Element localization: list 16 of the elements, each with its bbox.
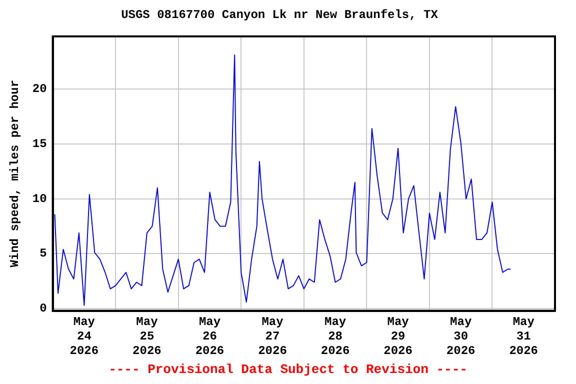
x-tick-label: May 29 2026 [384,315,412,358]
text: ---- Provisional Data Subject to Revision ---- [108,362,468,377]
x-tick-label: May 30 2026 [446,315,476,358]
x-tick-label: May 26 2026 [195,315,224,358]
x-tick-label: May 25 2026 [132,315,162,358]
y-axis-title: Wind speed, miles per hour [8,80,22,268]
x-tick-label: May 24 2026 [70,315,99,358]
x-tick-label: May 31 2026 [509,315,538,358]
y-tick-label: 5 [40,246,47,261]
y-tick-label: 15 [32,136,47,151]
x-tick-label: May 28 2026 [320,315,350,358]
y-tick-label: 10 [32,192,47,206]
y-tick-label: 0 [40,302,47,316]
x-tick-label: May 27 2026 [258,315,287,358]
y-tick-label: 20 [32,82,47,96]
chart-title: USGS 08167700 Canyon Lk nr New Braunfels, TX [121,8,439,22]
